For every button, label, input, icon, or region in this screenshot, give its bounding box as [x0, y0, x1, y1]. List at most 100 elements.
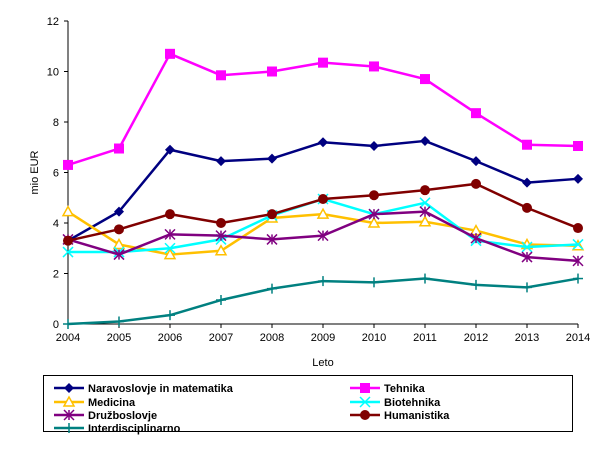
x-tick-label: 2014 [566, 332, 590, 344]
data-point [318, 194, 328, 205]
series-5 [63, 178, 583, 246]
marker-stroke [419, 197, 431, 209]
data-point [573, 173, 583, 184]
marker-stroke [62, 246, 74, 258]
x-tick-label: 2013 [515, 332, 539, 344]
legend-label: Naravoslovje in matematika [88, 383, 234, 395]
data-point [369, 277, 379, 288]
legend-item: Naravoslovje in matematika [54, 383, 234, 395]
data-point [215, 230, 227, 242]
legend-item: Medicina [54, 395, 136, 409]
data-point [216, 156, 226, 167]
data-point [573, 140, 583, 151]
data-point [522, 202, 532, 213]
data-point [114, 143, 124, 154]
legend-marker [360, 383, 370, 393]
data-point [471, 178, 481, 189]
legend: Naravoslovje in matematika Tehnika Medicin… [43, 375, 573, 435]
data-point [470, 232, 482, 244]
data-point [420, 185, 430, 196]
legend-marker [64, 423, 74, 433]
data-point [420, 135, 430, 146]
data-point [318, 57, 328, 68]
data-point [267, 209, 277, 220]
data-point [267, 66, 277, 77]
data-point [216, 295, 226, 306]
data-point [420, 273, 430, 284]
series-line [67, 52, 579, 167]
y-tick-label: 6 [53, 168, 59, 180]
data-point [163, 248, 177, 260]
data-point [165, 310, 175, 321]
data-point [368, 208, 380, 220]
legend-item: Družboslovje [54, 409, 157, 422]
series-0 [63, 135, 583, 246]
legend-marker [360, 410, 370, 420]
x-tick-label: 2008 [260, 332, 284, 344]
data-point [61, 205, 75, 217]
data-point [63, 319, 73, 329]
legend-item: Tehnika [350, 383, 426, 395]
data-point [266, 233, 278, 245]
data-point [573, 223, 583, 234]
legend-label: Družboslovje [88, 410, 157, 422]
y-tick-label: 0 [53, 319, 59, 331]
data-point [165, 48, 175, 59]
x-tick-label: 2009 [311, 332, 335, 344]
data-point [214, 244, 228, 256]
data-point [267, 153, 277, 164]
legend-item: Humanistika [350, 410, 450, 422]
data-point [572, 238, 584, 250]
data-point [165, 209, 175, 220]
legend-marker [64, 383, 74, 393]
data-point [164, 228, 176, 240]
data-point [573, 273, 583, 284]
legend-box [43, 375, 573, 432]
data-point [63, 235, 73, 246]
data-point [317, 230, 329, 242]
data-point [216, 70, 226, 81]
data-point [112, 237, 126, 250]
x-tick-label: 2007 [209, 332, 233, 344]
legend-label: Humanistika [384, 410, 450, 422]
data-point [318, 137, 328, 148]
data-point [63, 159, 73, 170]
x-tick-label: 2005 [107, 332, 131, 344]
data-point [471, 108, 481, 119]
data-point [369, 140, 379, 151]
data-point [522, 282, 532, 293]
data-point [114, 224, 124, 235]
legend-label: Tehnika [384, 383, 426, 395]
y-axis-title: mio EUR [29, 150, 41, 194]
data-point [471, 279, 481, 290]
y-tick-label: 4 [53, 218, 59, 230]
series-6 [63, 273, 583, 329]
legend-marker [359, 396, 371, 408]
marker-stroke [572, 238, 584, 250]
data-point [114, 316, 124, 327]
data-point [418, 215, 432, 227]
legend-marker [63, 409, 75, 421]
data-point [419, 206, 431, 218]
legend-label: Interdisciplinarno [88, 423, 181, 435]
x-tick-label: 2012 [464, 332, 488, 344]
data-point [419, 197, 431, 209]
data-point [318, 276, 328, 287]
data-point [521, 241, 533, 253]
y-tick-label: 8 [53, 117, 59, 129]
legend-item: Biotehnika [350, 396, 441, 409]
x-tick-label: 2006 [158, 332, 182, 344]
y-tick-label: 2 [53, 269, 59, 281]
data-point [62, 246, 74, 258]
data-point [522, 177, 532, 188]
data-point [471, 156, 481, 167]
x-axis-title: Leto [312, 357, 333, 369]
series-line [67, 139, 579, 242]
legend-item: Interdisciplinarno [54, 423, 181, 435]
marker-stroke [164, 242, 176, 254]
legend-marker [62, 395, 76, 407]
data-point [367, 216, 381, 228]
legend-label: Biotehnika [384, 397, 441, 409]
